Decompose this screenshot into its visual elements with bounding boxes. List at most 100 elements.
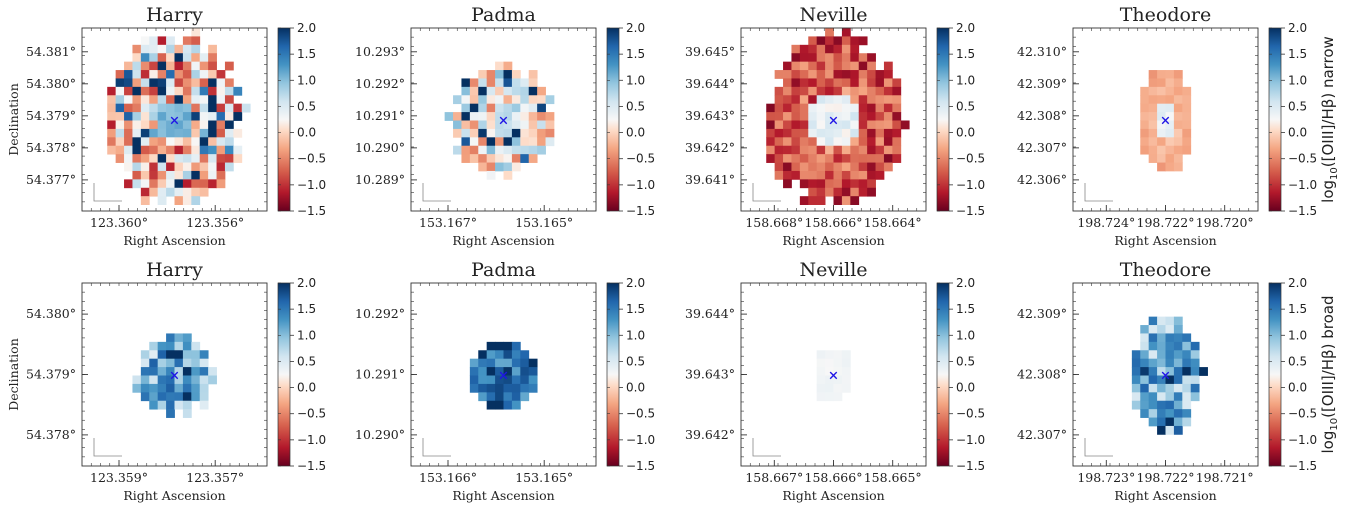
heatmap-cell — [1173, 103, 1183, 113]
heatmap-cell — [1182, 392, 1192, 402]
heatmap-cell — [808, 145, 818, 155]
heatmap-cell — [157, 162, 167, 172]
heatmap-cell — [841, 154, 851, 163]
heatmap-cell — [537, 145, 546, 155]
heatmap-cell — [892, 145, 902, 155]
heatmap-cell — [208, 120, 217, 130]
heatmap-cell — [858, 70, 868, 79]
colorbar-tick-label: 2.0 — [297, 276, 316, 290]
heatmap-cell — [469, 154, 479, 163]
heatmap-cell — [224, 86, 234, 96]
heatmap-cell — [520, 95, 530, 105]
heatmap-cell — [469, 375, 479, 385]
heatmap-cell — [157, 95, 167, 105]
heatmap-cell — [208, 367, 217, 376]
heatmap-cell — [132, 179, 142, 189]
heatmap-cell — [469, 145, 479, 155]
y-tick-label: 10.292° — [355, 306, 405, 321]
heatmap-cell — [867, 86, 876, 96]
heatmap-cell — [520, 358, 530, 368]
colorbar-tick-label: −1.5 — [1288, 459, 1317, 473]
heatmap-cell — [850, 86, 860, 96]
heatmap-cell — [208, 145, 217, 155]
heatmap-cell — [1148, 145, 1158, 155]
heatmap-cell — [495, 358, 504, 368]
heatmap-cell — [875, 78, 885, 88]
heatmap-cell — [182, 383, 192, 393]
heatmap-cell — [1182, 341, 1192, 351]
heatmap-cell — [1148, 120, 1158, 130]
heatmap-cell — [191, 179, 201, 189]
heatmap-cell — [166, 36, 175, 46]
heatmap-cell — [1148, 70, 1158, 79]
heatmap-cell — [816, 179, 826, 189]
heatmap-cell — [149, 112, 159, 121]
heatmap-cell — [1140, 409, 1150, 418]
y-tick-label: 39.645° — [685, 44, 735, 59]
heatmap-cell — [1148, 358, 1158, 368]
heatmap-cell — [808, 44, 818, 54]
heatmap-cell — [1131, 375, 1141, 385]
heatmap-cell — [503, 375, 513, 385]
heatmap-cell — [208, 162, 217, 172]
heatmap-cell — [1165, 409, 1175, 418]
heatmap-cell — [174, 61, 184, 71]
colorbar-tick-label: 0.0 — [956, 126, 975, 140]
x-tick-label: 198.724° — [1077, 215, 1135, 230]
heatmap-cell — [495, 70, 504, 79]
heatmap-cell — [1157, 128, 1166, 138]
y-tick-label: 39.642° — [685, 140, 735, 155]
heatmap-cell — [808, 53, 818, 63]
heatmap-cell — [841, 145, 851, 155]
heatmap-cell — [528, 383, 538, 393]
y-tick-label: 10.292° — [355, 76, 405, 91]
heatmap-cell — [182, 350, 192, 360]
heatmap-cell — [149, 170, 159, 180]
center-marker: × — [169, 369, 180, 384]
heatmap-cell — [174, 196, 184, 205]
colorbar-tick-label: 0.0 — [297, 126, 316, 140]
heatmap-cell — [1140, 350, 1150, 360]
heatmap-cell — [132, 170, 142, 180]
heatmap-cell — [199, 187, 209, 197]
heatmap-cell — [132, 61, 142, 71]
colorbar-tick-label: 1.5 — [297, 302, 316, 316]
heatmap-cell — [208, 53, 217, 63]
heatmap-cell — [149, 375, 159, 385]
heatmap-cell — [1182, 367, 1192, 376]
heatmap-cell — [1131, 383, 1141, 393]
heatmap-cell — [1165, 350, 1175, 360]
heatmap-cell — [511, 86, 521, 96]
heatmap-cell — [503, 350, 513, 360]
colorbar — [936, 27, 950, 212]
colorbar — [606, 27, 620, 212]
x-tick-label: 158.665° — [864, 470, 922, 485]
x-tick-label: 153.166° — [419, 470, 477, 485]
heatmap-cell — [115, 112, 125, 121]
heatmap-cell — [799, 154, 809, 163]
heatmap-cell — [478, 78, 488, 88]
heatmap-cell — [825, 162, 834, 172]
heatmap-cell — [1165, 392, 1175, 402]
heatmap-cell — [892, 78, 902, 88]
heatmap-cell — [166, 120, 175, 130]
x-tick-label: 158.664° — [864, 215, 922, 230]
heatmap-cell — [115, 128, 125, 138]
heatmap-cell — [858, 53, 868, 63]
heatmap-cell — [140, 170, 150, 180]
heatmap-cell — [528, 145, 538, 155]
heatmap-cell — [858, 179, 868, 189]
heatmap-cell — [469, 86, 479, 96]
heatmap-cell — [892, 112, 902, 121]
heatmap-cell — [892, 95, 902, 105]
heatmap-cell — [825, 103, 834, 113]
heatmap-cell — [495, 103, 504, 113]
heatmap-cell — [191, 78, 201, 88]
heatmap-cell — [191, 128, 201, 138]
heatmap-cell — [182, 409, 192, 418]
heatmap-cell — [495, 120, 504, 130]
heatmap-cell — [1165, 95, 1175, 105]
heatmap-cell — [825, 350, 834, 360]
heatmap-cell — [486, 341, 496, 351]
